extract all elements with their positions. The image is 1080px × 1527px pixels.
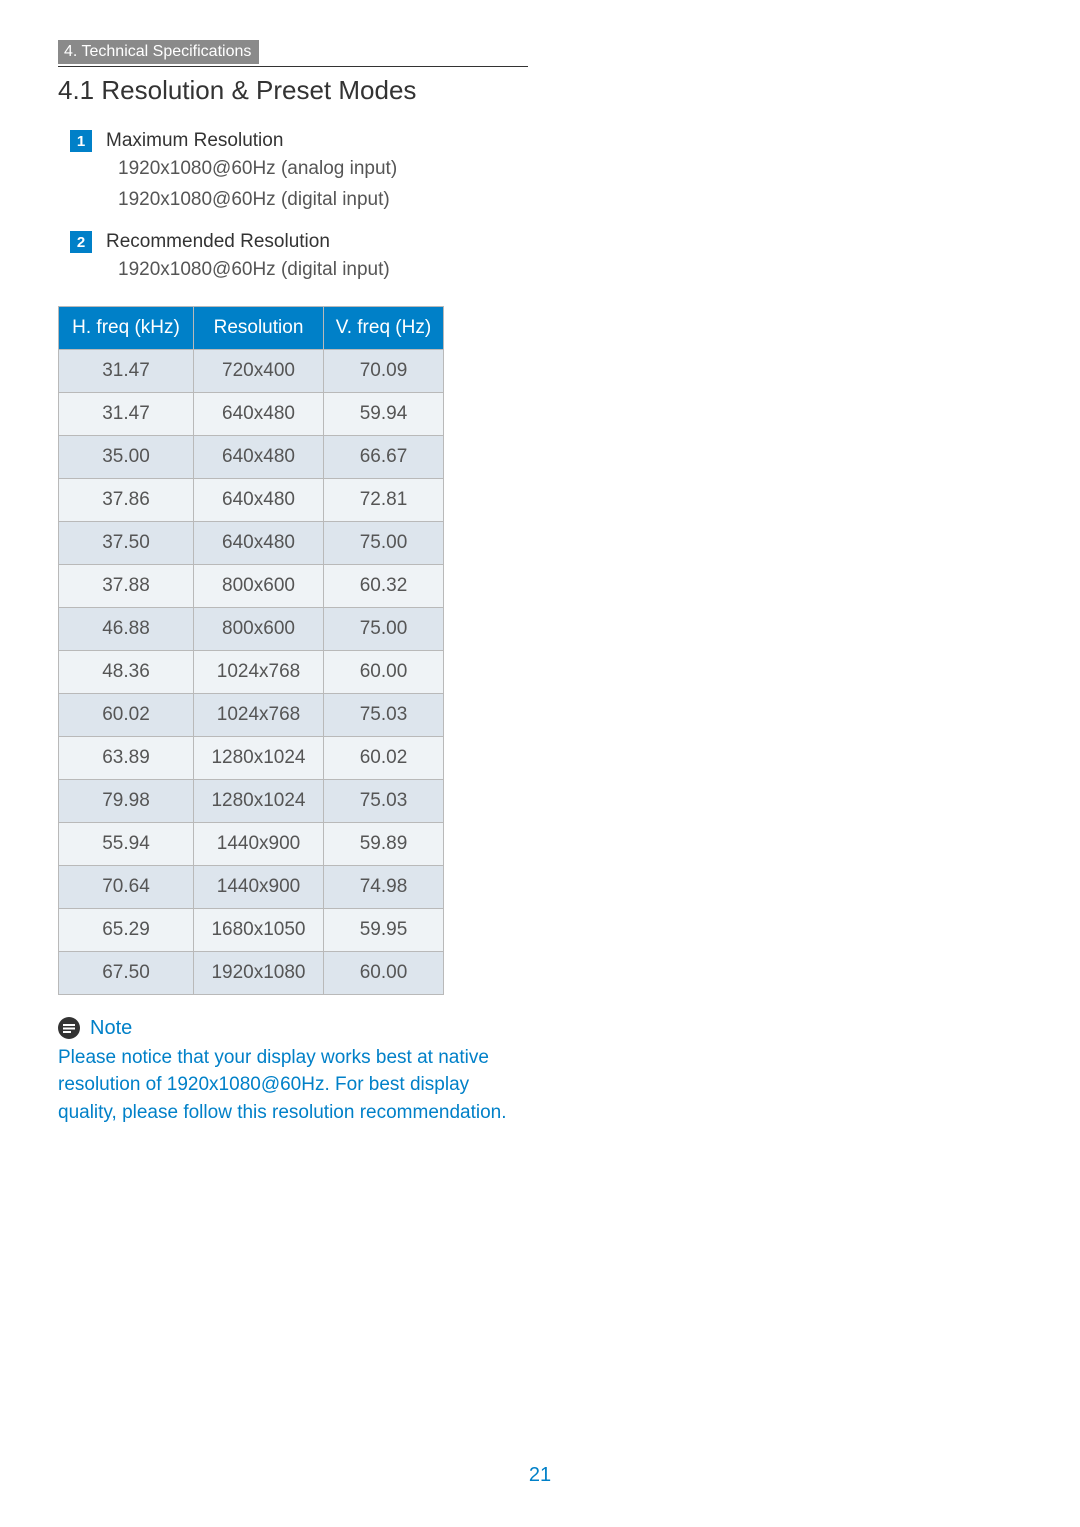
table-cell: 1920x1080 — [194, 951, 324, 994]
table-cell: 67.50 — [59, 951, 194, 994]
note-icon — [58, 1017, 80, 1039]
table-row: 35.00640x48066.67 — [59, 435, 444, 478]
table-cell: 60.00 — [324, 650, 444, 693]
table-cell: 37.88 — [59, 564, 194, 607]
table-cell: 59.94 — [324, 392, 444, 435]
table-cell: 31.47 — [59, 349, 194, 392]
table-row: 67.501920x108060.00 — [59, 951, 444, 994]
note-title: Note — [90, 1017, 132, 1040]
chapter-header-bar: 4. Technical Specifications — [58, 40, 259, 64]
list-number-badge: 2 — [70, 231, 92, 253]
table-row: 79.981280x102475.03 — [59, 779, 444, 822]
table-cell: 60.00 — [324, 951, 444, 994]
table-row: 65.291680x105059.95 — [59, 908, 444, 951]
table-row: 63.891280x102460.02 — [59, 736, 444, 779]
table-row: 60.021024x76875.03 — [59, 693, 444, 736]
table-cell: 720x400 — [194, 349, 324, 392]
table-cell: 79.98 — [59, 779, 194, 822]
table-row: 70.641440x90074.98 — [59, 865, 444, 908]
note-text: Please notice that your display works be… — [58, 1044, 518, 1127]
note-block: Note Please notice that your display wor… — [58, 1017, 518, 1127]
table-cell: 48.36 — [59, 650, 194, 693]
table-row: 31.47720x40070.09 — [59, 349, 444, 392]
item-line: 1920x1080@60Hz (digital input) — [118, 187, 1022, 214]
table-cell: 640x480 — [194, 392, 324, 435]
table-cell: 800x600 — [194, 564, 324, 607]
table-cell: 1440x900 — [194, 822, 324, 865]
table-cell: 1440x900 — [194, 865, 324, 908]
table-cell: 75.03 — [324, 693, 444, 736]
title-rule — [58, 66, 528, 67]
table-cell: 66.67 — [324, 435, 444, 478]
item-heading: Maximum Resolution — [106, 130, 283, 152]
table-cell: 640x480 — [194, 478, 324, 521]
item-heading: Recommended Resolution — [106, 231, 330, 253]
table-cell: 31.47 — [59, 392, 194, 435]
table-header-row: H. freq (kHz) Resolution V. freq (Hz) — [59, 306, 444, 349]
table-cell: 1280x1024 — [194, 736, 324, 779]
table-cell: 75.00 — [324, 607, 444, 650]
table-row: 37.50640x48075.00 — [59, 521, 444, 564]
table-cell: 1024x768 — [194, 650, 324, 693]
page-number: 21 — [0, 1464, 1080, 1487]
item-line: 1920x1080@60Hz (digital input) — [118, 257, 1022, 284]
list-item: 1 Maximum Resolution 1920x1080@60Hz (ana… — [70, 130, 1022, 213]
table-cell: 1280x1024 — [194, 779, 324, 822]
table-cell: 640x480 — [194, 521, 324, 564]
table-cell: 75.00 — [324, 521, 444, 564]
table-row: 55.941440x90059.89 — [59, 822, 444, 865]
section-title: 4.1 Resolution & Preset Modes — [58, 75, 1022, 106]
table-cell: 63.89 — [59, 736, 194, 779]
item-line: 1920x1080@60Hz (analog input) — [118, 156, 1022, 183]
table-cell: 800x600 — [194, 607, 324, 650]
preset-modes-table: H. freq (kHz) Resolution V. freq (Hz) 31… — [58, 306, 444, 995]
table-cell: 60.02 — [324, 736, 444, 779]
table-cell: 65.29 — [59, 908, 194, 951]
table-cell: 70.09 — [324, 349, 444, 392]
table-cell: 70.64 — [59, 865, 194, 908]
table-cell: 46.88 — [59, 607, 194, 650]
table-cell: 55.94 — [59, 822, 194, 865]
list-item: 2 Recommended Resolution 1920x1080@60Hz … — [70, 231, 1022, 284]
table-cell: 1024x768 — [194, 693, 324, 736]
table-cell: 74.98 — [324, 865, 444, 908]
table-col-header: Resolution — [194, 306, 324, 349]
table-cell: 59.95 — [324, 908, 444, 951]
table-col-header: V. freq (Hz) — [324, 306, 444, 349]
table-cell: 640x480 — [194, 435, 324, 478]
table-cell: 60.02 — [59, 693, 194, 736]
table-row: 37.86640x48072.81 — [59, 478, 444, 521]
table-row: 31.47640x48059.94 — [59, 392, 444, 435]
table-cell: 72.81 — [324, 478, 444, 521]
table-col-header: H. freq (kHz) — [59, 306, 194, 349]
table-cell: 1680x1050 — [194, 908, 324, 951]
table-cell: 75.03 — [324, 779, 444, 822]
table-cell: 37.50 — [59, 521, 194, 564]
table-cell: 37.86 — [59, 478, 194, 521]
table-cell: 59.89 — [324, 822, 444, 865]
table-row: 46.88800x60075.00 — [59, 607, 444, 650]
table-row: 48.361024x76860.00 — [59, 650, 444, 693]
table-cell: 60.32 — [324, 564, 444, 607]
table-cell: 35.00 — [59, 435, 194, 478]
table-row: 37.88800x60060.32 — [59, 564, 444, 607]
list-number-badge: 1 — [70, 130, 92, 152]
